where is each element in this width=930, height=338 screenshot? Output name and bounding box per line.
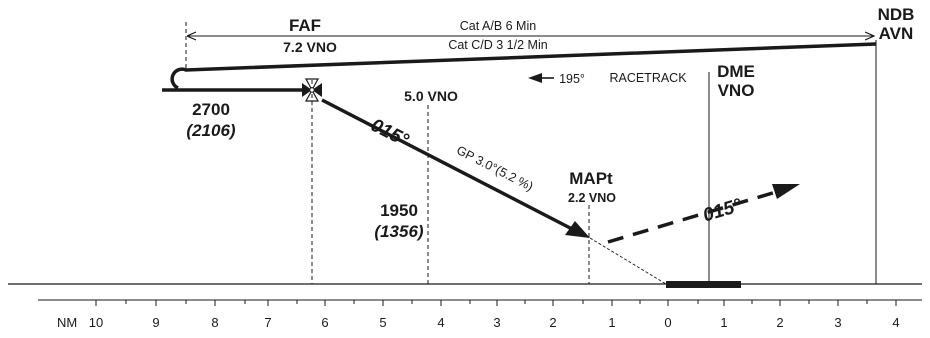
mapt-vno-label: 2.2 VNO [568, 191, 616, 205]
timing-cat-ab-label: Cat A/B 6 Min [460, 19, 536, 33]
faf-fix-icon [302, 78, 322, 102]
racetrack-label: RACETRACK [609, 71, 687, 85]
distance-tick-label: 2 [776, 315, 783, 330]
distance-tick-label: 3 [493, 315, 500, 330]
distance-tick-label: 8 [211, 315, 218, 330]
distance-scale-ticks [95, 300, 897, 306]
distance-tick-label: 10 [89, 315, 103, 330]
initial-altitude-label: 2700 [192, 100, 230, 119]
missed-course-label: 015° [701, 195, 745, 227]
distance-tick-label: 5 [379, 315, 386, 330]
dme-vno-label: VNO [718, 81, 755, 100]
ndb-label: NDB [878, 5, 915, 24]
distance-tick-label: 1 [608, 315, 615, 330]
distance-tick-label: 2 [549, 315, 556, 330]
faf-vno-label: 7.2 VNO [283, 39, 337, 55]
missed-approach-arrowhead [772, 184, 800, 199]
timing-cat-cd-label: Cat C/D 3 1/2 Min [448, 38, 547, 52]
distance-tick-label: 4 [437, 315, 444, 330]
final-course-label: 015° [367, 115, 412, 152]
racetrack-direction-arrow [528, 73, 554, 83]
sdf-height-label: (1356) [374, 222, 423, 241]
missed-approach-path [607, 190, 777, 244]
distance-tick-label: 4 [892, 315, 899, 330]
final-approach-path [321, 98, 575, 232]
sdf-altitude-label: 1950 [380, 201, 418, 220]
distance-unit-label: NM [57, 315, 77, 330]
runway-bar [666, 281, 741, 288]
sdf-vno-label: 5.0 VNO [404, 88, 458, 104]
distance-tick-label: 9 [152, 315, 159, 330]
distance-tick-label: 1 [720, 315, 727, 330]
distance-tick-label: 0 [664, 315, 671, 330]
glidepath-label: GP 3.0°(5.2 %) [454, 143, 535, 194]
dme-label: DME [717, 62, 755, 81]
racetrack-heading-label: 195° [559, 72, 585, 86]
mapt-label: MAPt [569, 169, 613, 188]
initial-height-label: (2106) [186, 121, 235, 140]
final-approach-arrowhead [565, 221, 590, 238]
distance-tick-label: 7 [264, 315, 271, 330]
racetrack-outbound-track [170, 42, 877, 90]
distance-tick-label: 3 [834, 315, 841, 330]
avn-label: AVN [879, 24, 914, 43]
faf-label: FAF [289, 16, 321, 35]
glidepath-extension [589, 237, 667, 285]
distance-tick-label: 6 [321, 315, 328, 330]
